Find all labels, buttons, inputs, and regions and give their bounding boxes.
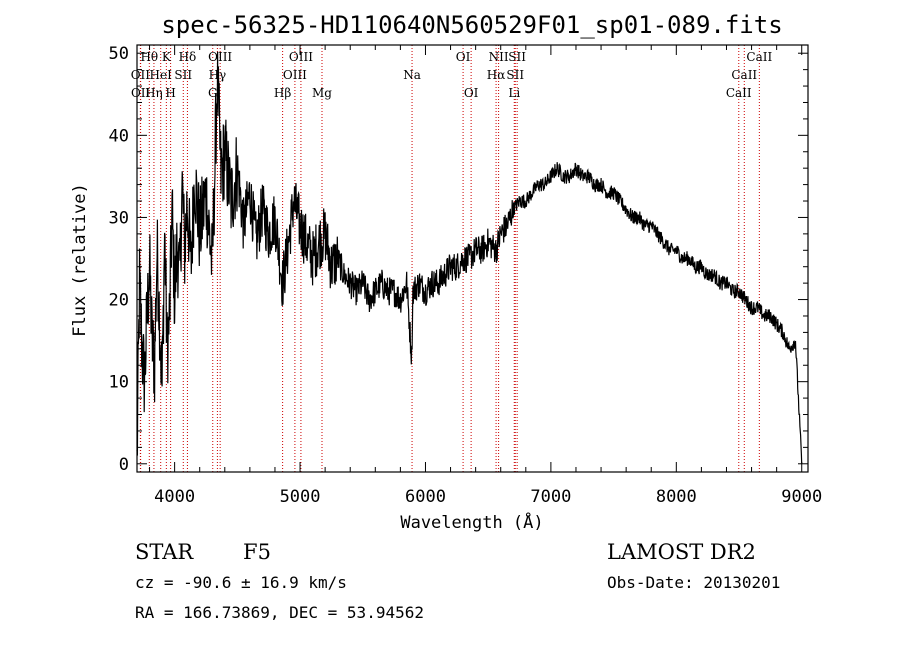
x-axis: 4000 5000 6000 7000 8000 9000 <box>149 45 822 507</box>
x-tick-label: 7000 <box>530 487 571 507</box>
line-label: HeI <box>150 68 173 82</box>
line-label: G <box>208 86 218 100</box>
x-axis-label: Wavelength (Å) <box>400 511 543 533</box>
y-tick-label: 20 <box>109 291 129 311</box>
survey-name: LAMOST DR2 <box>607 540 756 564</box>
object-class: STAR <box>135 540 194 564</box>
line-label: CaII <box>746 50 772 64</box>
y-tick-label: 40 <box>109 126 129 146</box>
line-label: OI <box>456 50 471 64</box>
y-axis-label: Flux (relative) <box>70 183 90 337</box>
line-label: OI <box>464 86 479 100</box>
object-subclass: F5 <box>243 540 271 564</box>
sky-coordinates: RA = 166.73869, DEC = 53.94562 <box>135 603 424 622</box>
line-label: OIII <box>208 50 232 64</box>
x-tick-label: 9000 <box>781 487 822 507</box>
y-tick-label: 0 <box>119 455 129 475</box>
x-tick-label: 6000 <box>405 487 446 507</box>
observation-date: Obs-Date: 20130201 <box>607 573 781 592</box>
x-tick-label: 5000 <box>280 487 321 507</box>
y-tick-label: 50 <box>109 44 129 64</box>
line-label: SII <box>174 68 192 82</box>
line-label: SII <box>506 68 524 82</box>
chart-title: spec-56325-HD110640N560529F01_sp01-089.f… <box>161 11 782 39</box>
plot-frame <box>136 44 809 473</box>
line-label: Hη <box>145 86 163 100</box>
x-tick-label: 8000 <box>656 487 697 507</box>
redshift-velocity: cz = -90.6 ± 16.9 km/s <box>135 573 347 592</box>
line-label: Na <box>403 68 421 82</box>
line-label: NII <box>489 50 509 64</box>
x-tick-label: 4000 <box>154 487 195 507</box>
line-label: Li <box>508 86 520 100</box>
y-tick-label: 10 <box>109 373 129 393</box>
line-label: K <box>162 50 172 64</box>
line-label: Mg <box>312 86 332 100</box>
spectrum-series-line <box>136 51 803 464</box>
y-tick-label: 30 <box>109 208 129 228</box>
line-label: Hβ <box>274 86 291 100</box>
line-label: CaII <box>731 68 757 82</box>
line-label: Hα <box>487 68 506 82</box>
y-axis: 0 10 20 30 40 50 <box>109 44 808 475</box>
line-label: OIII <box>289 50 313 64</box>
line-label: SII <box>508 50 526 64</box>
line-label: OIII <box>283 68 307 82</box>
line-label: H <box>165 86 175 100</box>
line-label: Hθ <box>140 50 158 64</box>
line-label: CaII <box>726 86 752 100</box>
line-label: Hδ <box>179 50 197 64</box>
line-label: OII <box>131 86 151 100</box>
line-label: OII <box>131 68 151 82</box>
